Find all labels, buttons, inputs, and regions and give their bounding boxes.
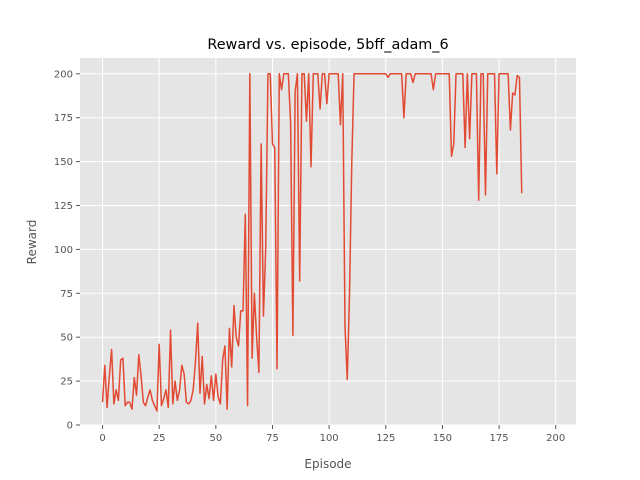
y-tick-label: 25 (60, 377, 73, 388)
y-tick-label: 50 (60, 333, 73, 344)
x-tick-label: 100 (320, 433, 339, 444)
y-tick-label: 150 (54, 157, 73, 168)
y-tick-label: 175 (54, 113, 73, 124)
x-tick-label: 50 (209, 433, 222, 444)
grid (80, 58, 576, 426)
y-tick-label: 100 (54, 245, 73, 256)
y-tick-label: 75 (60, 289, 73, 300)
y-tick-label: 0 (67, 421, 73, 432)
x-axis-label: Episode (304, 457, 351, 471)
x-tick-label: 150 (433, 433, 452, 444)
x-tick-label: 125 (376, 433, 395, 444)
reward-series-line (101, 73, 523, 412)
plot-area (80, 58, 576, 425)
y-tick-label: 125 (54, 201, 73, 212)
x-tick-label: 25 (153, 433, 166, 444)
x-tick-label: 175 (490, 433, 509, 444)
series-layer (101, 73, 523, 412)
y-tick-label: 200 (54, 69, 73, 80)
x-tick-label: 200 (546, 433, 565, 444)
x-tick-label: 0 (99, 433, 105, 444)
x-tick-label: 75 (266, 433, 279, 444)
y-axis-label: Reward (25, 220, 39, 265)
axis-ticks: 0 25 50 75 100 125 150 175 200 0 25 50 75 100 125 150 17… (54, 69, 565, 444)
chart-title: Reward vs. episode, 5bff_adam_6 (207, 37, 448, 53)
